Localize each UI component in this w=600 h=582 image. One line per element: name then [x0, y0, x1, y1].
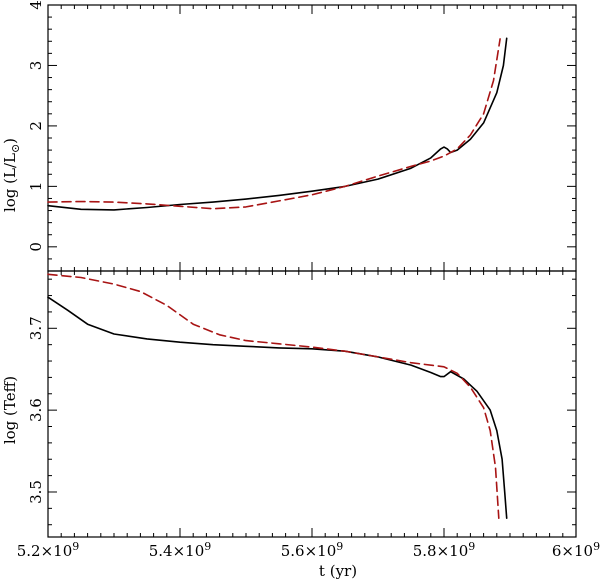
black-solid-track-line	[47, 296, 508, 519]
red-dashed-track-line	[47, 38, 501, 210]
y-tick-label: 3.5	[27, 480, 45, 504]
y-tick-label: 1	[27, 182, 45, 192]
top-y-axis-title: log (L/L⊙)	[1, 138, 22, 212]
top-y-axis-title-sub: ⊙	[9, 144, 22, 153]
black-solid-track-line	[47, 37, 508, 211]
x-tick-label: 5.4×109	[149, 540, 212, 560]
y-tick-label: 4	[27, 0, 45, 10]
top-panel: 0 1 2 3 4	[27, 0, 577, 272]
x-tick-label: 5.2×109	[17, 540, 80, 560]
x-axis-title: t (yr)	[319, 562, 357, 580]
top-y-axis-title-close: )	[1, 138, 19, 144]
x-tick-label: 5.8×109	[413, 540, 476, 560]
y-tick-label: 3	[27, 61, 45, 71]
x-tick-label: 5.6×109	[281, 540, 344, 560]
y-tick-label: 2	[27, 121, 45, 131]
panel-frame	[47, 4, 577, 272]
bottom-y-axis-title: log (Teff)	[1, 376, 19, 444]
x-tick-label: 6×109	[552, 540, 600, 560]
x-axis-labels: 5.2×109 5.4×109 5.6×109 5.8×109 6×109	[17, 540, 600, 560]
red-dashed-track-line	[47, 273, 500, 519]
y-tick-label: 3.7	[27, 316, 45, 340]
top-y-axis-title-main: log (L/L	[1, 153, 19, 212]
y-tick-label: 3.6	[27, 398, 45, 422]
y-tick-label: 0	[27, 242, 45, 252]
bottom-panel: 3.5 3.6 3.7	[27, 270, 577, 538]
